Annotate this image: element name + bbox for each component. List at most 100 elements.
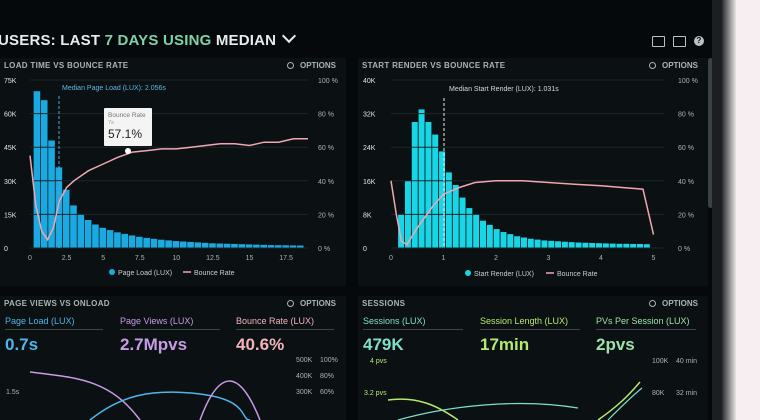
y-tick: 75K bbox=[4, 78, 17, 85]
x-tick: 4 bbox=[599, 255, 603, 262]
bar bbox=[439, 151, 446, 248]
bar bbox=[643, 244, 650, 248]
bar bbox=[432, 134, 439, 248]
title-days[interactable]: 7 DAYS bbox=[104, 32, 159, 49]
bar bbox=[253, 244, 260, 248]
metric-label: Page Views (LUX) bbox=[120, 316, 194, 326]
bar bbox=[548, 240, 555, 248]
bar bbox=[62, 189, 70, 248]
y2-tick: 20 % bbox=[318, 212, 334, 219]
bar bbox=[157, 239, 165, 248]
page-views-chart: 1.5s 500K 400K 300K 100% 80% 60% bbox=[6, 357, 338, 420]
page-views-line bbox=[29, 371, 141, 420]
bar bbox=[636, 244, 643, 248]
y-tick: 24K bbox=[363, 145, 376, 152]
chart-icon[interactable] bbox=[673, 36, 686, 47]
bar bbox=[418, 109, 425, 249]
options-button[interactable]: OPTIONS bbox=[649, 61, 698, 70]
y2-tick: 100 % bbox=[318, 78, 338, 85]
bar bbox=[267, 245, 275, 248]
load-bars-group bbox=[33, 91, 304, 248]
metric-label: Page Load (LUX) bbox=[5, 316, 75, 326]
panel-title: LOAD TIME VS BOUNCE RATE bbox=[4, 61, 129, 70]
y-tick: 300K bbox=[296, 389, 313, 396]
y2-tick: 40 % bbox=[318, 179, 334, 186]
metric-value: 2.7Mpvs bbox=[120, 335, 188, 354]
bar bbox=[172, 241, 180, 248]
render-bars-group bbox=[398, 109, 650, 249]
monitor-icon[interactable] bbox=[652, 36, 665, 47]
bar bbox=[555, 241, 562, 248]
y-tick: 0 bbox=[4, 246, 8, 253]
bar bbox=[84, 220, 92, 248]
tooltip-title: Bounce Rate bbox=[108, 112, 146, 119]
scrollbar[interactable] bbox=[708, 58, 712, 208]
page-load-line bbox=[89, 391, 251, 420]
bar bbox=[48, 140, 55, 248]
tooltip: Bounce Rate 7s 57.1% bbox=[104, 108, 152, 154]
bar bbox=[602, 243, 609, 248]
metric-pvs-per-session: PVs Per Session (LUX) 2pvs bbox=[596, 316, 696, 355]
dashboard-header: USERS: LAST 7 DAYS USING MEDIAN ? bbox=[0, 26, 712, 56]
bounce-rate-line bbox=[29, 138, 308, 242]
median-label: Median Page Load (LUX): 2.056s bbox=[62, 85, 166, 92]
bar bbox=[245, 244, 253, 248]
y-tick: 30K bbox=[4, 179, 17, 186]
bounce-rate-line bbox=[390, 180, 655, 246]
bar bbox=[575, 242, 582, 248]
metric-page-views: Page Views (LUX) 2.7Mpvs bbox=[120, 316, 220, 355]
metric-value: 0.7s bbox=[5, 335, 39, 354]
y-tick: 80K bbox=[652, 390, 665, 397]
pvs-line-2 bbox=[607, 387, 643, 420]
y2-tick: 60 % bbox=[318, 145, 334, 152]
bar bbox=[630, 244, 637, 248]
y-tick: 3.2 pvs bbox=[364, 390, 387, 397]
bar bbox=[561, 241, 568, 248]
help-icon[interactable]: ? bbox=[694, 36, 704, 46]
y-tick: 60K bbox=[4, 112, 17, 119]
x-tick: 2.5 bbox=[62, 255, 72, 262]
options-button[interactable]: OPTIONS bbox=[287, 299, 336, 308]
metric-page-load: Page Load (LUX) 0.7s bbox=[5, 316, 103, 355]
bar bbox=[231, 243, 238, 248]
bar bbox=[136, 236, 143, 248]
y-tick: 100K bbox=[652, 358, 669, 365]
metric-sessions: Sessions (LUX) 479K bbox=[363, 316, 463, 355]
bar bbox=[106, 230, 114, 248]
bar bbox=[238, 244, 246, 248]
x-tick: 3 bbox=[547, 255, 551, 262]
bar bbox=[179, 241, 187, 248]
title-suffix[interactable]: MEDIAN bbox=[215, 32, 277, 49]
y2-tick: 80 % bbox=[678, 112, 694, 119]
metric-session-length: Session Length (LUX) 17min bbox=[480, 316, 580, 355]
bar bbox=[486, 224, 493, 248]
options-button[interactable]: OPTIONS bbox=[287, 61, 336, 70]
bar bbox=[143, 237, 150, 248]
legend: Start Render (LUX) Bounce Rate bbox=[465, 270, 598, 278]
bar bbox=[507, 234, 514, 248]
start-render-panel: START RENDER VS BOUNCE RATE OPTIONS 0 8K 1… bbox=[358, 58, 708, 286]
y-tick: 4 pvs bbox=[370, 358, 387, 365]
y-tick: 8K bbox=[363, 212, 372, 219]
y-tick: 80% bbox=[320, 373, 334, 380]
bar bbox=[209, 243, 216, 248]
header-icons: ? bbox=[652, 36, 704, 47]
bounce-line bbox=[199, 380, 261, 420]
page-title[interactable]: USERS: LAST 7 DAYS USING MEDIAN bbox=[0, 28, 297, 49]
bar bbox=[520, 237, 527, 248]
bar bbox=[568, 242, 575, 248]
y2-tick: 80 % bbox=[318, 112, 334, 119]
metric-value: 2pvs bbox=[596, 335, 635, 354]
median-label: Median Start Render (LUX): 1.031s bbox=[449, 86, 559, 93]
load-time-panel: LOAD TIME VS BOUNCE RATE OPTIONS 0 15K 30K… bbox=[0, 58, 346, 286]
y2-tick: 40 % bbox=[678, 179, 694, 186]
y-tick: 32 min bbox=[676, 390, 697, 397]
y-tick: 16K bbox=[363, 179, 376, 186]
y-tick: 45K bbox=[4, 145, 17, 152]
bar bbox=[445, 172, 452, 248]
chevron-down-icon[interactable] bbox=[282, 28, 297, 44]
sessions-line bbox=[397, 402, 579, 420]
y2-tick: 100 % bbox=[678, 78, 698, 85]
tooltip-point bbox=[125, 148, 131, 154]
options-button[interactable]: OPTIONS bbox=[649, 299, 698, 308]
